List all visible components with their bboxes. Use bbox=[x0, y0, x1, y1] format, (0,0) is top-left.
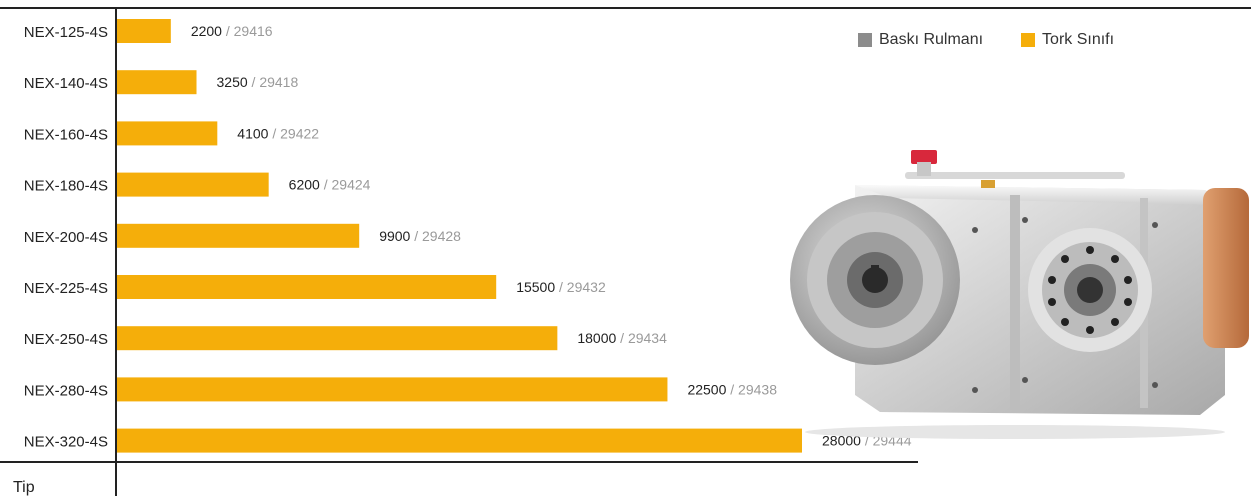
category-tick-label: NEX-225-4S bbox=[24, 280, 108, 297]
bar bbox=[117, 172, 269, 197]
bar bbox=[117, 377, 668, 402]
bar-data-label: 22500 / 29438 bbox=[687, 381, 777, 397]
bar-data-label: 9900 / 29428 bbox=[379, 228, 461, 244]
category-tick-label: NEX-125-4S bbox=[24, 24, 108, 41]
bar bbox=[117, 223, 360, 248]
category-tick-label: NEX-200-4S bbox=[24, 229, 108, 246]
legend-item-tork-sinifi: Tork Sınıfı bbox=[1021, 31, 1114, 49]
bar bbox=[117, 275, 497, 299]
bar-data-label: 18000 / 29434 bbox=[577, 330, 667, 346]
bar-data-label: 2200 / 29416 bbox=[191, 23, 273, 39]
category-tick-label: NEX-280-4S bbox=[24, 382, 108, 399]
bar bbox=[117, 326, 558, 351]
bar bbox=[117, 121, 218, 146]
bar bbox=[117, 19, 171, 43]
category-tick-label: NEX-180-4S bbox=[24, 178, 108, 195]
bar bbox=[117, 428, 802, 453]
legend: Baskı Rulmanı Tork Sınıfı bbox=[858, 31, 1114, 49]
bar-data-label: 4100 / 29422 bbox=[237, 125, 319, 141]
bar-data-label: 15500 / 29432 bbox=[516, 279, 606, 295]
legend-label: Baskı Rulmanı bbox=[879, 31, 984, 48]
bar-data-label: 6200 / 29424 bbox=[289, 177, 371, 193]
legend-swatch bbox=[1021, 33, 1036, 47]
category-tick-label: NEX-320-4S bbox=[24, 434, 108, 451]
legend-swatch bbox=[858, 33, 872, 47]
category-tick-label: NEX-160-4S bbox=[24, 126, 108, 143]
category-tick-label: NEX-140-4S bbox=[24, 75, 108, 92]
legend-item-baski-rulmani: Baskı Rulmanı bbox=[858, 31, 983, 49]
legend-label: Tork Sınıfı bbox=[1042, 31, 1115, 48]
bar bbox=[117, 70, 197, 95]
gearbox-image bbox=[790, 150, 1249, 439]
category-tick-label: NEX-250-4S bbox=[24, 331, 108, 348]
category-axis-label: Tip bbox=[13, 479, 35, 496]
bar-data-label: 3250 / 29418 bbox=[217, 74, 299, 90]
